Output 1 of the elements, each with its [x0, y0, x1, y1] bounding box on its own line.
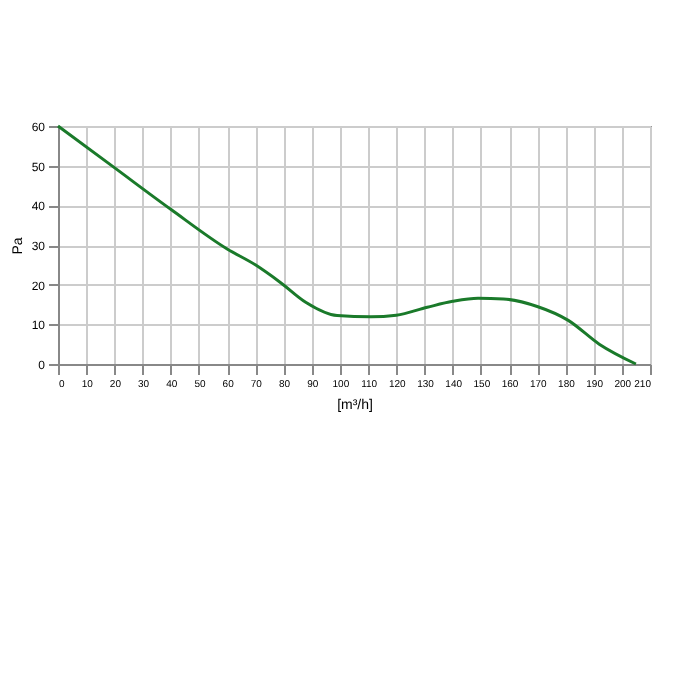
line-series: [56, 124, 638, 366]
